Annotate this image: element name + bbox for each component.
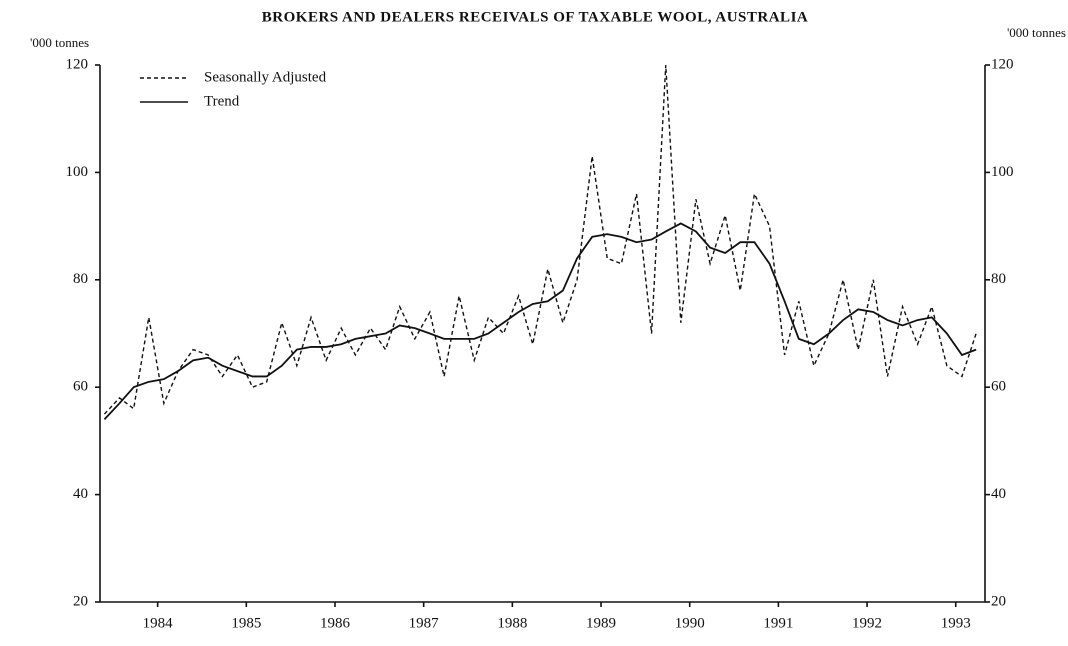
x-tick-label: 1985 (231, 615, 261, 631)
series-line (103, 64, 977, 415)
y2-axis-label: '000 tonnes (1007, 25, 1066, 40)
y2-tick-label: 120 (991, 56, 1014, 72)
y2-tick-label: 100 (991, 164, 1014, 180)
x-tick-label: 1984 (143, 615, 174, 631)
legend-label: Trend (204, 93, 240, 109)
legend-label: Seasonally Adjusted (204, 69, 327, 85)
x-tick-label: 1992 (852, 615, 882, 631)
y-tick-label: 120 (66, 56, 89, 72)
x-tick-label: 1993 (941, 615, 971, 631)
x-tick-label: 1989 (586, 615, 616, 631)
y-tick-label: 100 (66, 164, 89, 180)
x-tick-label: 1991 (763, 615, 793, 631)
series-line (103, 222, 977, 421)
y-tick-label: 80 (73, 271, 88, 287)
y2-tick-label: 60 (991, 379, 1006, 395)
x-tick-label: 1987 (409, 615, 440, 631)
chart-title: BROKERS AND DEALERS RECEIVALS OF TAXABLE… (262, 9, 808, 25)
y2-tick-label: 80 (991, 271, 1006, 287)
y-axis-label: '000 tonnes (30, 35, 89, 50)
y-tick-label: 40 (73, 486, 88, 502)
y-tick-label: 60 (73, 379, 88, 395)
y2-tick-label: 40 (991, 486, 1006, 502)
y-tick-label: 20 (73, 593, 88, 609)
x-tick-label: 1986 (320, 615, 351, 631)
x-tick-label: 1990 (675, 615, 705, 631)
x-tick-label: 1988 (497, 615, 527, 631)
y2-tick-label: 20 (991, 593, 1006, 609)
